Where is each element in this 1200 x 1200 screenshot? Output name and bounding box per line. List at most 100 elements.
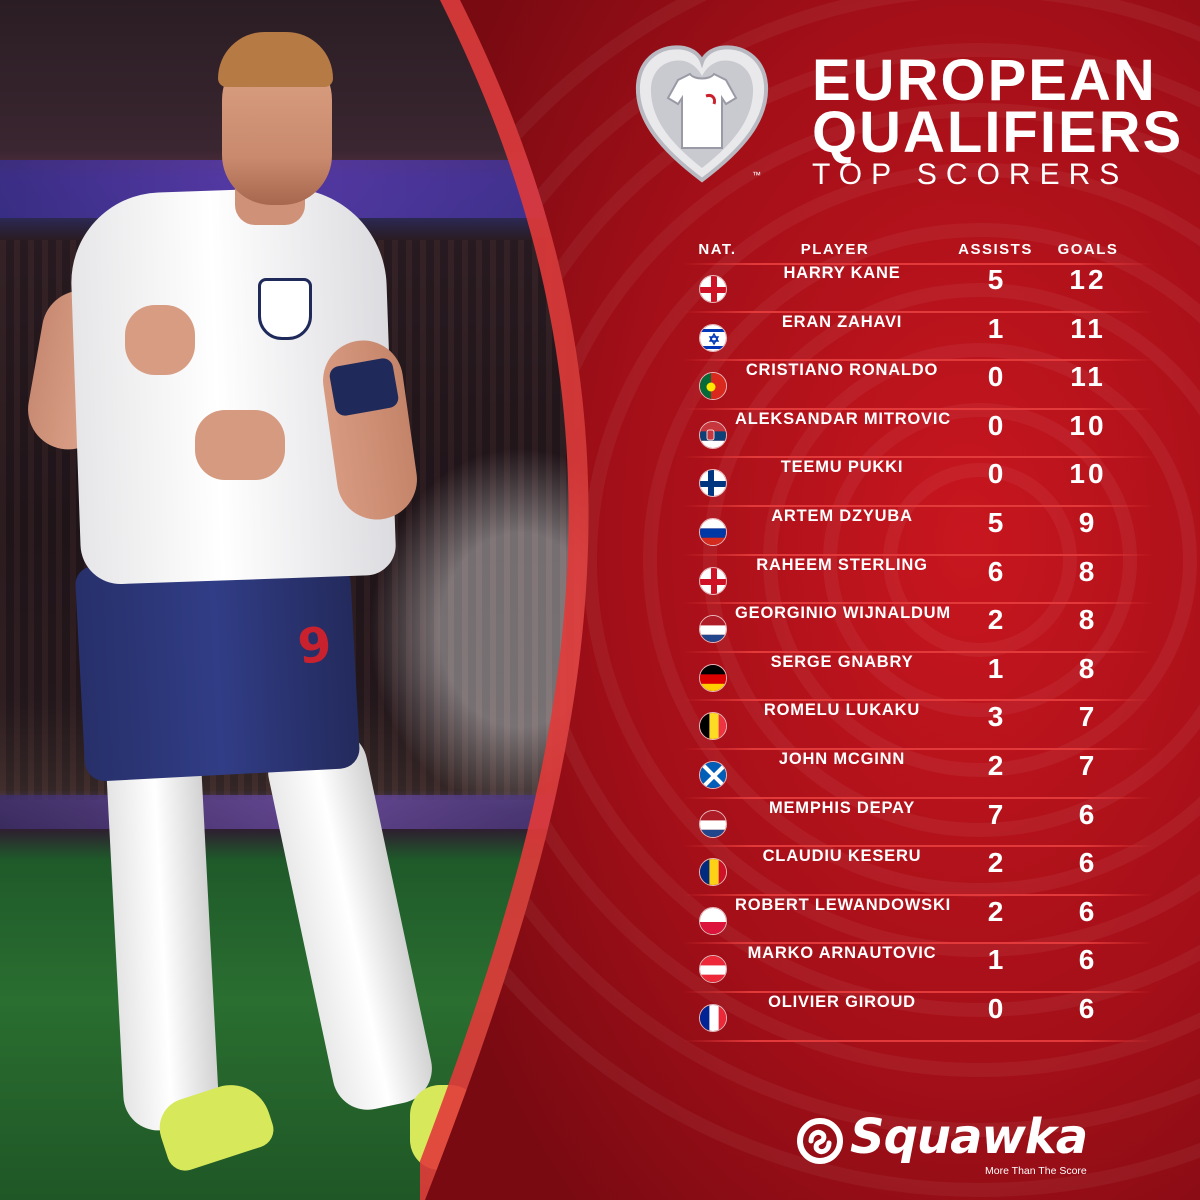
trademark-symbol: ™	[752, 170, 761, 180]
goals-value: 12	[1069, 264, 1107, 295]
assists-value: 0	[987, 409, 1004, 441]
scorers-table: HARRY KANE 5 12 ERAN ZAHAVI 1 11 CRISTIANO R…	[683, 263, 1153, 1042]
table-row: MARKO ARNAUTOVIC 1 6	[683, 944, 1153, 993]
israel-flag-icon	[699, 323, 727, 352]
goals-value: 6	[1078, 798, 1098, 830]
red-panel	[420, 0, 1200, 1200]
serbia-flag-icon	[699, 420, 727, 449]
table-row: ARTEM DZYUBA 5 9	[683, 507, 1153, 556]
goals-value: 10	[1069, 458, 1107, 490]
table-row: CRISTIANO RONALDO 0 11	[683, 361, 1153, 410]
subtitle: TOP SCORERS	[812, 158, 1129, 191]
goals-value: 7	[1078, 749, 1098, 781]
player-name: ROMELU LUKAKU	[763, 701, 921, 720]
belgium-flag-icon	[699, 712, 727, 741]
assists-value: 1	[987, 944, 1004, 976]
player-name: ALEKSANDAR MITROVIC	[735, 409, 951, 428]
player-name: CRISTIANO RONALDO	[745, 361, 939, 380]
assists-value: 0	[987, 992, 1004, 1024]
player-name: ROBERT LEWANDOWSKI	[735, 895, 952, 914]
scotland-flag-icon	[699, 760, 727, 789]
title-line-2: QUALIFIERS	[812, 100, 1184, 165]
assists-value: 1	[987, 652, 1004, 684]
column-header-goals: GOALS	[1057, 241, 1119, 258]
goals-value: 6	[1078, 992, 1098, 1024]
russia-flag-icon	[699, 517, 727, 546]
table-row: HARRY KANE 5 12	[683, 263, 1153, 313]
player-fist	[125, 305, 195, 375]
goals-value: 6	[1078, 847, 1098, 879]
poland-flag-icon	[699, 906, 727, 935]
player-name: ERAN ZAHAVI	[781, 312, 903, 331]
goals-value: 6	[1078, 944, 1098, 976]
table-row: ERAN ZAHAVI 1 11	[683, 313, 1153, 362]
table-row: JOHN MCGINN 2 7	[683, 750, 1153, 799]
player-hand	[195, 410, 285, 480]
player-name: ARTEM DZYUBA	[771, 506, 913, 525]
player-leg-left	[104, 737, 221, 1133]
european-qualifiers-heart-shirt-icon	[635, 45, 769, 183]
table-row: MEMPHIS DEPAY 7 6	[683, 799, 1153, 848]
assists-value: 0	[987, 361, 1004, 393]
player-name: GEORGINIO WIJNALDUM	[735, 604, 951, 623]
squawka-logo-icon	[797, 1118, 843, 1164]
goals-value: 8	[1078, 604, 1098, 636]
austria-flag-icon	[699, 955, 727, 984]
player-name: HARRY KANE	[783, 264, 901, 282]
table-row: RAHEEM STERLING 6 8	[683, 556, 1153, 605]
goals-value: 8	[1078, 555, 1098, 587]
romania-flag-icon	[699, 858, 727, 887]
player-name: RAHEEM STERLING	[756, 555, 928, 574]
assists-value: 2	[987, 604, 1004, 636]
assists-value: 5	[987, 506, 1004, 538]
table-row: TEEMU PUKKI 0 10	[683, 458, 1153, 507]
goals-value: 11	[1070, 361, 1106, 393]
player-name: SERGE GNABRY	[770, 652, 914, 671]
brand-name: Squawka	[850, 1109, 1088, 1165]
assists-value: 2	[987, 749, 1004, 781]
player-name: TEEMU PUKKI	[780, 458, 904, 477]
table-row: OLIVIER GIROUD 0 6	[683, 993, 1153, 1042]
brand-tagline: More Than The Score	[985, 1165, 1087, 1177]
column-header-player: PLAYER	[800, 241, 870, 258]
player-name: MEMPHIS DEPAY	[768, 798, 916, 817]
title-line-1: EUROPEAN	[812, 48, 1157, 113]
goals-value: 6	[1078, 895, 1098, 927]
germany-flag-icon	[699, 663, 727, 692]
column-header-nat: NAT.	[698, 241, 737, 258]
player-name: JOHN MCGINN	[778, 749, 906, 768]
player-name: MARKO ARNAUTOVIC	[747, 944, 937, 963]
assists-value: 7	[987, 798, 1004, 830]
england-flag-icon	[699, 275, 727, 303]
table-row: CLAUDIU KESERU 2 6	[683, 847, 1153, 896]
england-flag-icon	[699, 566, 727, 595]
netherlands-flag-icon	[699, 615, 727, 644]
shorts-number: 9	[295, 616, 335, 676]
assists-value: 2	[987, 847, 1004, 879]
player-hair	[218, 32, 333, 87]
goals-value: 10	[1069, 409, 1107, 441]
table-row: SERGE GNABRY 1 8	[683, 653, 1153, 702]
assists-value: 5	[987, 264, 1004, 295]
assists-value: 0	[987, 458, 1004, 490]
goals-value: 7	[1078, 701, 1098, 733]
table-row: ALEKSANDAR MITROVIC 0 10	[683, 410, 1153, 459]
assists-value: 3	[987, 701, 1004, 733]
assists-value: 1	[987, 312, 1004, 344]
france-flag-icon	[699, 1003, 727, 1032]
table-row: GEORGINIO WIJNALDUM 2 8	[683, 604, 1153, 653]
column-header-assists: ASSISTS	[958, 241, 1033, 258]
portugal-flag-icon	[699, 372, 727, 401]
assists-value: 6	[987, 555, 1004, 587]
player-name: OLIVIER GIROUD	[768, 992, 916, 1011]
finland-flag-icon	[699, 469, 727, 498]
table-row: ROBERT LEWANDOWSKI 2 6	[683, 896, 1153, 945]
player-name: CLAUDIU KESERU	[762, 847, 922, 866]
assists-value: 2	[987, 895, 1004, 927]
goals-value: 11	[1070, 312, 1106, 344]
table-row: ROMELU LUKAKU 3 7	[683, 701, 1153, 750]
goals-value: 9	[1078, 506, 1098, 538]
three-lions-crest-icon	[258, 278, 312, 340]
goals-value: 8	[1078, 652, 1098, 684]
